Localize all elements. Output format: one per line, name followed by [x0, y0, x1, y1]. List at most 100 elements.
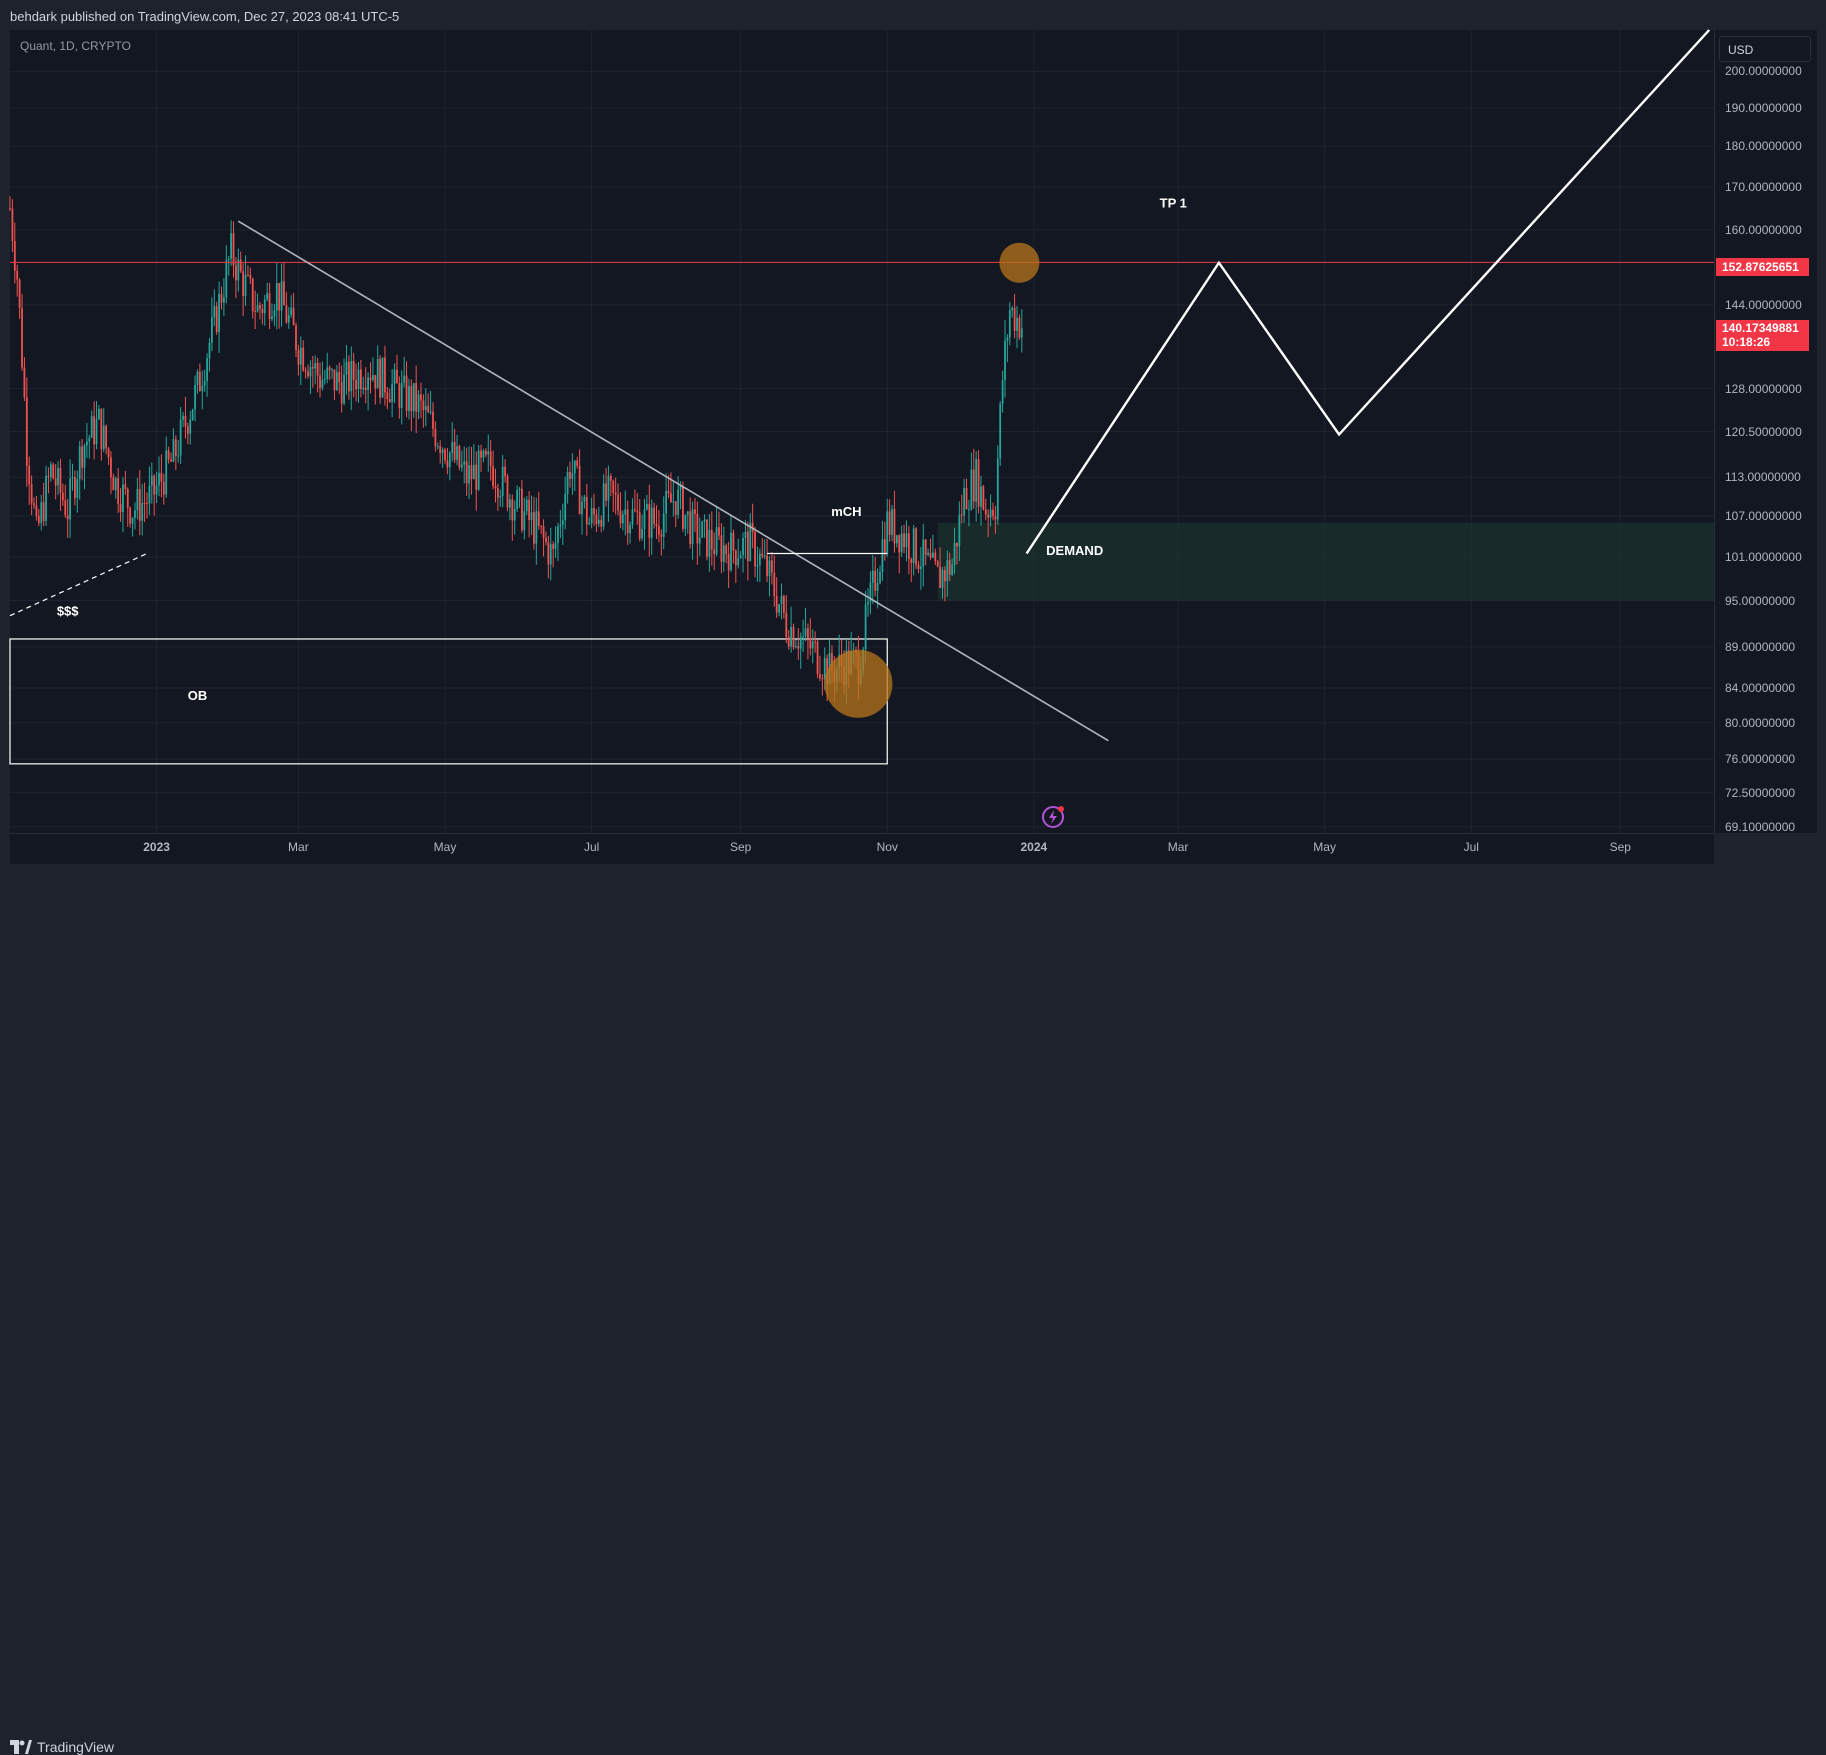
candle-body [600, 519, 603, 527]
candle-body [501, 466, 504, 497]
candle-body [110, 457, 112, 478]
chart-canvas[interactable]: $$$ OB mCH DEMAND TP 1 [0, 0, 1826, 902]
price-tick-label: 89.00000000 [1725, 639, 1796, 654]
candle-body [888, 511, 891, 535]
candle-body [521, 488, 523, 531]
price-tick-label: 95.00000000 [1725, 593, 1796, 608]
candle-body [886, 511, 889, 554]
candle-body [307, 371, 309, 377]
candle-body [403, 375, 406, 383]
candle-body [621, 514, 624, 524]
candle-body [95, 419, 98, 445]
candle-body [780, 596, 783, 605]
candle-body [299, 347, 302, 365]
candle-body [1016, 317, 1018, 331]
candle-body [28, 465, 31, 485]
candle-body [706, 519, 708, 557]
candle-body [746, 531, 749, 561]
candle-body [1008, 310, 1011, 338]
candle-body [708, 529, 711, 557]
candle-body [869, 582, 872, 603]
candle-body [374, 375, 377, 389]
candle-body [52, 464, 55, 479]
candle-body [516, 489, 519, 509]
candle-body [883, 539, 886, 554]
candle-body [775, 596, 778, 613]
candle-body [278, 283, 281, 311]
candle-body [189, 419, 192, 434]
candle-body [831, 653, 833, 671]
price-axis[interactable] [1714, 30, 1817, 833]
candle-body [965, 488, 968, 510]
candle-body [309, 366, 312, 377]
candle-body [237, 259, 240, 281]
candle-body [903, 533, 905, 548]
candle-body [280, 281, 283, 311]
time-tick-label: Nov [876, 840, 898, 854]
candle-body [444, 449, 446, 461]
candle-body [609, 475, 612, 481]
candle-body [40, 502, 43, 523]
candle-body [143, 502, 146, 504]
candle-body [492, 465, 494, 486]
candle-body [319, 375, 321, 389]
candle-body [69, 478, 71, 520]
currency-button[interactable]: USD [1719, 36, 1811, 62]
candle-body [225, 260, 228, 298]
candle-body [184, 415, 187, 427]
candle-body [158, 472, 160, 486]
candle-body [730, 532, 732, 571]
candle-body [643, 509, 646, 530]
candle-body [138, 488, 141, 521]
candle-body [561, 520, 564, 525]
candle-body [340, 382, 343, 404]
candle-body [86, 441, 88, 446]
candle-body [439, 446, 442, 454]
candle-body [148, 485, 151, 504]
candle-body [1001, 380, 1004, 405]
candle-body [18, 279, 21, 309]
candle-body [537, 511, 540, 526]
candle-body [819, 674, 821, 679]
candle-body [124, 484, 127, 489]
candle-body [648, 504, 651, 538]
candle-body [45, 475, 47, 521]
candle-body [525, 499, 528, 512]
candle-body [191, 409, 194, 420]
candle-body [71, 477, 74, 479]
candle-body [210, 317, 213, 343]
candle-body [456, 446, 458, 460]
candle-body [453, 442, 456, 460]
highlight-circle [999, 242, 1040, 283]
time-axis[interactable] [10, 833, 1714, 864]
candle-body [742, 538, 744, 556]
candle-body [263, 299, 266, 314]
price-tick-label: 101.00000000 [1725, 550, 1802, 564]
candle-body [915, 528, 917, 565]
candle-body [972, 469, 975, 502]
candle-body [506, 476, 509, 508]
candle-body [569, 472, 571, 479]
candle-body [155, 485, 158, 495]
candle-body [792, 627, 795, 648]
candle-body [114, 478, 117, 491]
candle-body [912, 528, 915, 564]
candle-body [37, 515, 40, 523]
time-tick-label: Sep [729, 840, 752, 854]
candle-body [667, 491, 670, 494]
candle-body [1006, 337, 1009, 341]
price-tick-label: 107.00000000 [1725, 508, 1802, 523]
price-tick-label: 76.00000000 [1725, 752, 1796, 767]
lightning-icon[interactable] [1040, 804, 1066, 830]
tradingview-logo[interactable]: TradingView [10, 1739, 114, 1755]
candle-body [984, 509, 987, 515]
candle-body [898, 535, 901, 553]
candle-body [895, 535, 898, 544]
candle-body [509, 499, 511, 508]
candle-body [112, 477, 115, 491]
candle-body [126, 488, 129, 508]
price-tick-label: 128.00000000 [1725, 381, 1802, 396]
candle-body [136, 488, 139, 511]
candle-body [232, 233, 235, 266]
candle-body [90, 416, 93, 438]
